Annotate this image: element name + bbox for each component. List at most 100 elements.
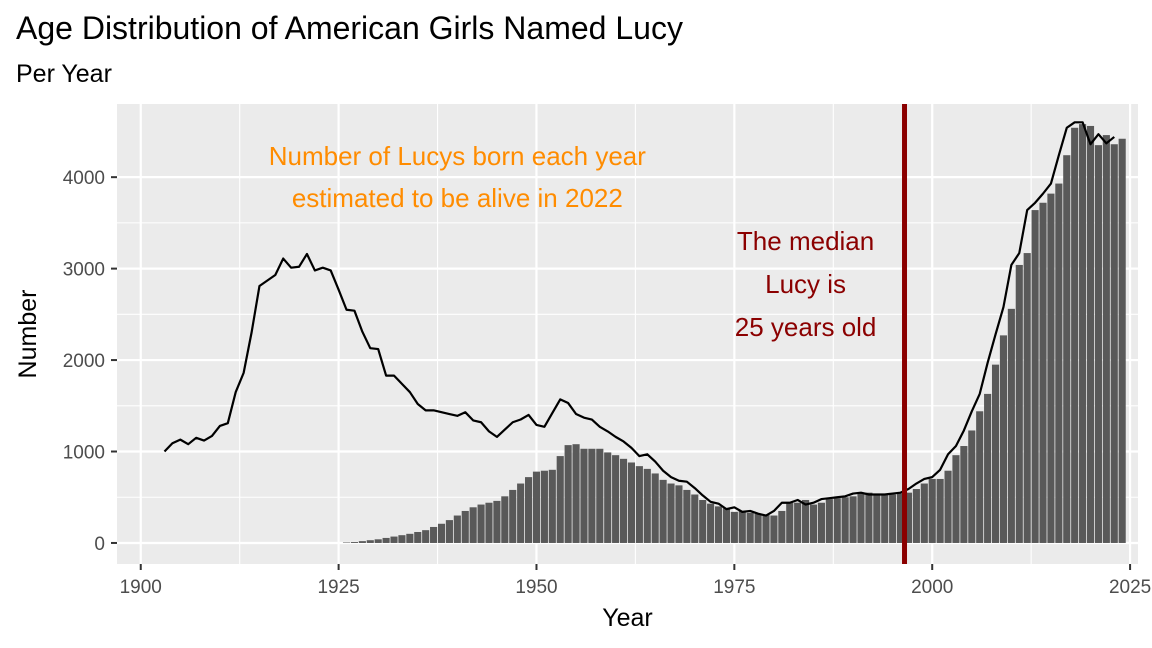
bar [509,489,517,543]
bar [865,492,873,543]
bar [699,499,707,543]
bar [350,542,359,543]
bar [944,470,952,543]
bar [770,515,778,543]
annotation-text: estimated to be alive in 2022 [292,183,623,213]
bar [976,411,984,543]
bar [525,477,533,543]
bar [437,523,446,543]
bar [802,499,810,543]
bar [849,496,857,543]
bar [556,456,564,543]
bar [904,492,913,543]
bar [501,496,509,543]
bar [422,530,430,543]
bar [920,483,928,543]
bar [960,446,968,543]
bar [889,494,897,543]
annotation-text: 25 years old [735,312,877,342]
bar [477,504,485,543]
bar [691,494,699,543]
chart-title: Age Distribution of American Girls Named… [16,10,683,46]
y-tick-label: 3000 [63,260,105,281]
x-tick-label: 1975 [713,577,755,598]
plot-panel [117,104,1138,564]
bar [991,364,1000,543]
bar [730,511,738,543]
bar [627,462,636,543]
bar [968,430,976,543]
bar [572,444,580,543]
bar [707,503,715,543]
bar [817,502,825,543]
bar [414,531,422,543]
bar [762,514,770,543]
bar [952,455,960,543]
bar [1094,145,1102,543]
bar [1071,127,1079,543]
bar [794,502,802,543]
bar [469,507,477,543]
bar [746,512,754,543]
annotation-text: Number of Lucys born each year [269,141,647,171]
bar [1007,308,1015,543]
bar [683,489,691,543]
bar [406,533,414,543]
bar [651,473,659,543]
bar [517,483,525,543]
bar [738,510,746,543]
x-tick-label: 1900 [120,577,162,598]
bar [928,478,936,543]
bar [612,455,620,543]
bar [873,494,881,543]
bar [857,493,865,543]
bar [833,498,841,543]
bar [548,469,556,543]
bar [825,499,833,543]
x-axis-title: Year [602,604,653,632]
bar [896,493,905,543]
bar [1063,155,1071,543]
bar [453,515,461,543]
bar [881,494,889,543]
bar [493,500,501,543]
bar [564,445,572,543]
x-tick-label: 1925 [317,577,359,598]
bar [714,506,723,543]
bar [1047,193,1055,543]
bar [1015,264,1023,543]
bar [786,502,794,543]
bar [1055,183,1063,543]
bar [912,489,920,543]
bar [1110,144,1118,543]
y-tick-label: 4000 [63,168,105,189]
bar [596,448,604,543]
y-tick-label: 2000 [63,351,105,372]
bar [1039,202,1047,543]
y-axis-title: Number [14,290,42,379]
bar [809,504,818,543]
y-tick-label: 0 [94,534,105,555]
bar [984,393,992,543]
bar [398,535,406,543]
bar [675,485,683,543]
alive-estimate-line [163,121,1115,517]
bar [540,470,548,543]
bar [754,513,762,543]
bar [722,508,730,543]
bar [445,520,453,543]
bar [643,468,651,543]
chart-subtitle: Per Year [16,60,112,88]
bar [778,510,786,543]
bar [1118,138,1126,543]
x-tick-label: 2000 [911,577,953,598]
bar [366,540,374,543]
bar [1086,125,1095,543]
bar [580,448,588,543]
bar [604,452,612,543]
bar [936,478,944,543]
y-tick-label: 1000 [63,443,105,464]
bar [461,510,469,543]
bar [841,497,849,543]
